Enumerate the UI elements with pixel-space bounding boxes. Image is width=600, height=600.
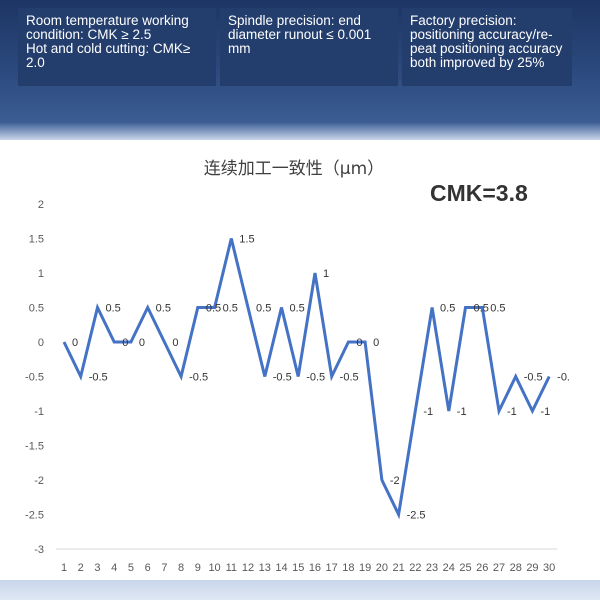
data-label: 0.5 xyxy=(156,303,171,315)
data-label: 0.5 xyxy=(206,303,221,315)
x-tick-label: 16 xyxy=(309,562,321,574)
y-tick-label: -2 xyxy=(34,475,44,487)
data-label: 0 xyxy=(72,337,78,349)
data-label: -1 xyxy=(540,406,550,418)
banner-fade xyxy=(0,122,600,140)
spec-factory: Factory precision: positioning accuracy/… xyxy=(402,8,572,86)
data-label: -1 xyxy=(457,406,467,418)
x-tick-label: 20 xyxy=(376,562,388,574)
x-tick-label: 23 xyxy=(426,562,438,574)
data-label: -1 xyxy=(507,406,517,418)
x-tick-label: 15 xyxy=(292,562,304,574)
data-label: 0 xyxy=(139,337,145,349)
x-tick-label: 4 xyxy=(111,562,117,574)
x-tick-label: 19 xyxy=(359,562,371,574)
cmk-value: CMK=3.8 xyxy=(430,180,528,206)
x-tick-label: 13 xyxy=(259,562,271,574)
y-tick-label: -3 xyxy=(34,544,44,556)
data-label: -0.5 xyxy=(273,372,292,384)
x-tick-label: 17 xyxy=(326,562,338,574)
data-label: -0.5 xyxy=(89,372,108,384)
x-tick-label: 24 xyxy=(443,562,455,574)
x-tick-label: 9 xyxy=(195,562,201,574)
y-tick-label: -1.5 xyxy=(25,441,44,453)
data-label: 0 xyxy=(172,337,178,349)
x-tick-label: 11 xyxy=(226,562,237,574)
x-tick-label: 25 xyxy=(459,562,471,574)
y-tick-label: 1.5 xyxy=(29,234,44,246)
data-label: -0.5 xyxy=(306,372,325,384)
data-label: 0.5 xyxy=(105,303,120,315)
x-tick-label: 18 xyxy=(342,562,354,574)
data-label: -2.5 xyxy=(407,510,426,522)
chart-title: 连续加工一致性（μm） xyxy=(203,159,385,179)
bottom-strip xyxy=(0,580,600,600)
data-label: 0.5 xyxy=(490,303,505,315)
data-label: -0.5 xyxy=(524,372,543,384)
x-tick-label: 3 xyxy=(94,562,100,574)
data-label: 1 xyxy=(323,268,329,280)
x-tick-label: 22 xyxy=(409,562,421,574)
data-label: 0.5 xyxy=(256,303,271,315)
x-tick-label: 10 xyxy=(208,562,220,574)
spec-cmk-text: Room temperature working condition: CMK … xyxy=(26,13,191,70)
data-label: 0.5 xyxy=(440,303,455,315)
spec-spindle: Spindle precision: end diameter runout ≤… xyxy=(220,8,398,86)
data-label: -0.5 xyxy=(340,372,359,384)
line-chart: 21.510.50-0.5-1-1.5-2-2.5-31 2 3 4 5 6 7 8 9 10 11… xyxy=(25,199,570,574)
y-tick-label: 0.5 xyxy=(29,303,44,315)
chart-panel: 2 1.5 1 0.5 0 -0.5 -1 -1.5 -2 -2.5 -3 1 2 3 4 5 6 7 8 9 10 11… xyxy=(18,140,570,580)
data-label: 0 xyxy=(373,337,379,349)
data-label: 0.5 xyxy=(289,303,304,315)
x-tick-label: 21 xyxy=(392,562,404,574)
y-tick-label: -1 xyxy=(34,406,44,418)
x-tick-label: 14 xyxy=(275,562,287,574)
x-tick-label: 12 xyxy=(242,562,254,574)
y-tick-label: 2 xyxy=(38,199,44,211)
y-tick-label: -2.5 xyxy=(25,510,44,522)
spec-spindle-text: Spindle precision: end diameter runout ≤… xyxy=(228,13,372,56)
x-tick-label: 2 xyxy=(78,562,84,574)
y-tick-label: 0 xyxy=(38,337,44,349)
x-tick-label: 28 xyxy=(510,562,522,574)
x-tick-label: 30 xyxy=(543,562,555,574)
x-tick-label: 27 xyxy=(493,562,505,574)
x-tick-label: 7 xyxy=(161,562,167,574)
y-tick-label: -0.5 xyxy=(25,372,44,384)
x-tick-label: 5 xyxy=(128,562,134,574)
spec-factory-text: Factory precision: positioning accuracy/… xyxy=(410,13,563,70)
data-label: -2 xyxy=(390,475,400,487)
x-tick-label: 1 xyxy=(61,562,67,574)
data-label: 0 xyxy=(356,337,362,349)
x-tick-label: 8 xyxy=(178,562,184,574)
data-label: 0.5 xyxy=(474,303,489,315)
spec-cmk: Room temperature working condition: CMK … xyxy=(18,8,216,86)
y-tick-label: 1 xyxy=(38,268,44,280)
data-label: 0.5 xyxy=(223,303,238,315)
data-label: 0 xyxy=(122,337,128,349)
x-tick-label: 6 xyxy=(145,562,151,574)
data-label: 1.5 xyxy=(239,234,254,246)
data-label: -0.5 xyxy=(557,372,570,384)
data-label: -0.5 xyxy=(189,372,208,384)
x-tick-label: 29 xyxy=(526,562,538,574)
data-label: -1 xyxy=(423,406,433,418)
x-tick-label: 26 xyxy=(476,562,488,574)
series-line xyxy=(62,238,551,520)
spec-banner: Room temperature working condition: CMK … xyxy=(0,0,600,122)
